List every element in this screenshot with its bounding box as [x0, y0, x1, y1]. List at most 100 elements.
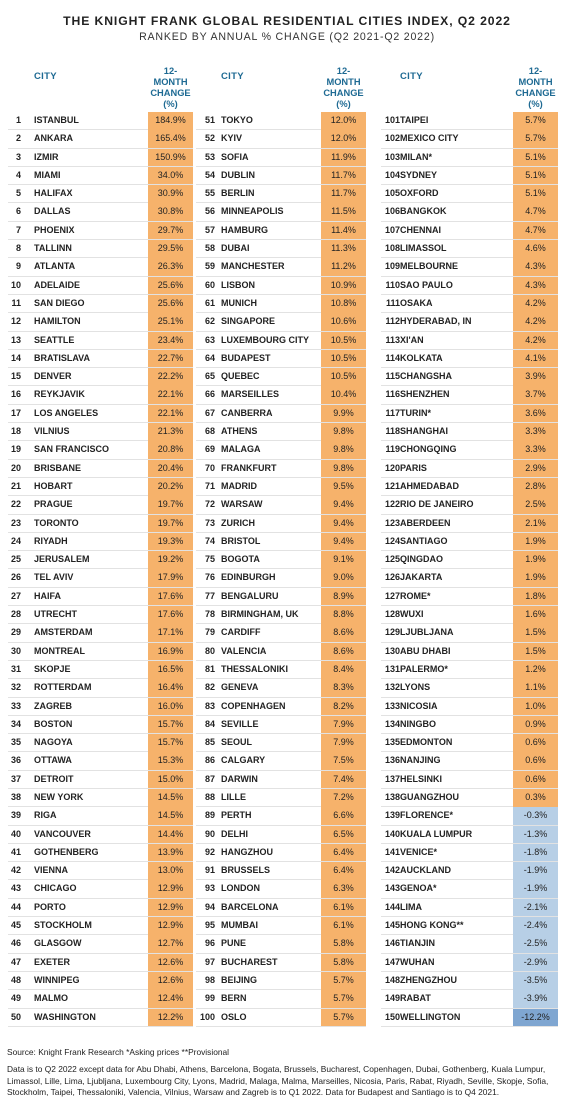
- rank-number: 142: [384, 865, 400, 876]
- change-value: 3.9%: [513, 368, 558, 386]
- city-name: AMSTERDAM: [34, 627, 93, 638]
- city-name: DARWIN: [221, 773, 258, 784]
- rank-number: 87: [204, 773, 215, 784]
- city-name: MILAN*: [400, 151, 432, 162]
- change-value: 1.9%: [513, 551, 558, 569]
- city-name: WUXI: [400, 609, 424, 620]
- rank-number: 97: [204, 956, 215, 967]
- city-name: HOBART: [34, 480, 73, 491]
- rank-number: 48: [10, 974, 21, 985]
- change-value: 29.5%: [148, 240, 193, 258]
- rank-number: 64: [204, 352, 215, 363]
- rank-number: 114: [385, 352, 400, 363]
- table-row: 37 DETROIT 15.0%: [8, 770, 193, 789]
- table-row: 117 TURIN* 3.6%: [381, 404, 558, 424]
- rank-number: 24: [10, 535, 21, 546]
- change-value: 165.4%: [148, 130, 193, 148]
- rank-number: 94: [204, 901, 215, 912]
- table-row: 135 EDMONTON 0.6%: [381, 734, 558, 753]
- city-name: RIO DE JANEIRO: [400, 499, 474, 510]
- table-row: 12 HAMILTON 25.1%: [8, 313, 193, 332]
- table-row: 113 XI'AN 4.2%: [381, 331, 558, 350]
- table-row: 30 MONTREAL 16.9%: [8, 642, 193, 661]
- city-name: MUMBAI: [221, 920, 258, 931]
- change-value: 5.7%: [321, 1008, 366, 1027]
- change-value: 11.4%: [321, 221, 366, 240]
- change-value: -1.9%: [513, 880, 558, 899]
- table-row: 11 SAN DIEGO 25.6%: [8, 294, 193, 314]
- table-row: 59 MANCHESTER 11.2%: [196, 258, 366, 277]
- rank-number: 130: [384, 645, 400, 656]
- city-name: MARSEILLES: [221, 389, 280, 400]
- city-name: BOGOTA: [221, 554, 260, 565]
- table-row: 51 TOKYO 12.0%: [196, 112, 366, 131]
- change-value: 9.8%: [321, 459, 366, 478]
- rank-number: 18: [10, 426, 21, 437]
- rank-number: 68: [204, 426, 215, 437]
- change-value: 10.5%: [321, 331, 366, 350]
- city-name: GUANGZHOU: [400, 791, 459, 802]
- rank-number: 41: [10, 846, 21, 857]
- table-row: 96 PUNE 5.8%: [196, 935, 366, 954]
- change-value: 12.0%: [321, 112, 366, 130]
- table-row: 66 MARSEILLES 10.4%: [196, 386, 366, 405]
- rank-number: 102: [384, 133, 400, 144]
- rank-number: 107: [384, 224, 400, 235]
- change-value: 16.4%: [148, 679, 193, 697]
- city-name: THESSALONIKI: [221, 663, 289, 674]
- change-value: 4.1%: [513, 349, 558, 368]
- rank-number: 120: [384, 462, 400, 473]
- city-name: MELBOURNE: [400, 261, 458, 272]
- city-name: MANCHESTER: [221, 261, 285, 272]
- change-value: 8.6%: [321, 642, 366, 661]
- city-name: EDMONTON: [400, 737, 453, 748]
- change-value: 1.1%: [513, 679, 558, 697]
- change-value: -12.2%: [513, 1008, 558, 1027]
- rank-number: 5: [15, 188, 21, 199]
- change-value: 29.7%: [148, 221, 193, 240]
- change-value: 10.6%: [321, 313, 366, 331]
- change-value: 0.9%: [513, 715, 558, 734]
- table-row: 137 HELSINKI 0.6%: [381, 770, 558, 789]
- change-value: -1.9%: [513, 862, 558, 880]
- rank-number: 136: [384, 755, 400, 766]
- table-row: 67 CANBERRA 9.9%: [196, 404, 366, 424]
- rank-number: 110: [385, 279, 400, 290]
- change-value: -2.1%: [513, 898, 558, 917]
- rank-number: 126: [384, 572, 400, 583]
- table-column-1: CITY 12- MONTH CHANGE (%) 1 ISTANBUL 184.9% 2 ANK…: [8, 66, 193, 1027]
- table-row: 28 UTRECHT 17.6%: [8, 606, 193, 625]
- change-value: 14.5%: [148, 807, 193, 825]
- table-row: 40 VANCOUVER 14.4%: [8, 825, 193, 844]
- change-value: 5.1%: [513, 166, 558, 185]
- change-value: 22.1%: [148, 386, 193, 405]
- change-value: 11.7%: [321, 166, 366, 185]
- city-name: EDINBURGH: [221, 572, 276, 583]
- change-value: 6.1%: [321, 898, 366, 917]
- city-name: ANKARA: [34, 133, 73, 144]
- city-name: OTTAWA: [34, 755, 72, 766]
- table-row: 123 ABERDEEN 2.1%: [381, 514, 558, 533]
- rank-number: 149: [384, 993, 400, 1004]
- city-name: TIANJIN: [400, 938, 436, 949]
- city-name: NAGOYA: [34, 737, 73, 748]
- rank-number: 10: [10, 279, 21, 290]
- rank-number: 144: [384, 901, 400, 912]
- table-row: 31 SKOPJE 16.5%: [8, 660, 193, 680]
- city-name: SOFIA: [221, 151, 249, 162]
- change-header: 12- MONTH CHANGE (%): [515, 66, 556, 109]
- city-name: CHONGQING: [400, 444, 457, 455]
- change-value: 12.2%: [148, 1008, 193, 1027]
- change-header: 12- MONTH CHANGE (%): [150, 66, 191, 109]
- table-row: 44 PORTO 12.9%: [8, 898, 193, 918]
- city-name: VALENCIA: [221, 645, 267, 656]
- change-value: -2.4%: [513, 917, 558, 935]
- city-name: AUCKLAND: [400, 865, 451, 876]
- city-name: HAIFA: [34, 590, 61, 601]
- rank-number: 121: [384, 480, 400, 491]
- table-row: 105 OXFORD 5.1%: [381, 185, 558, 204]
- rank-number: 32: [10, 682, 21, 693]
- change-value: 34.0%: [148, 166, 193, 185]
- change-value: 6.3%: [321, 880, 366, 899]
- city-name: CALGARY: [221, 755, 266, 766]
